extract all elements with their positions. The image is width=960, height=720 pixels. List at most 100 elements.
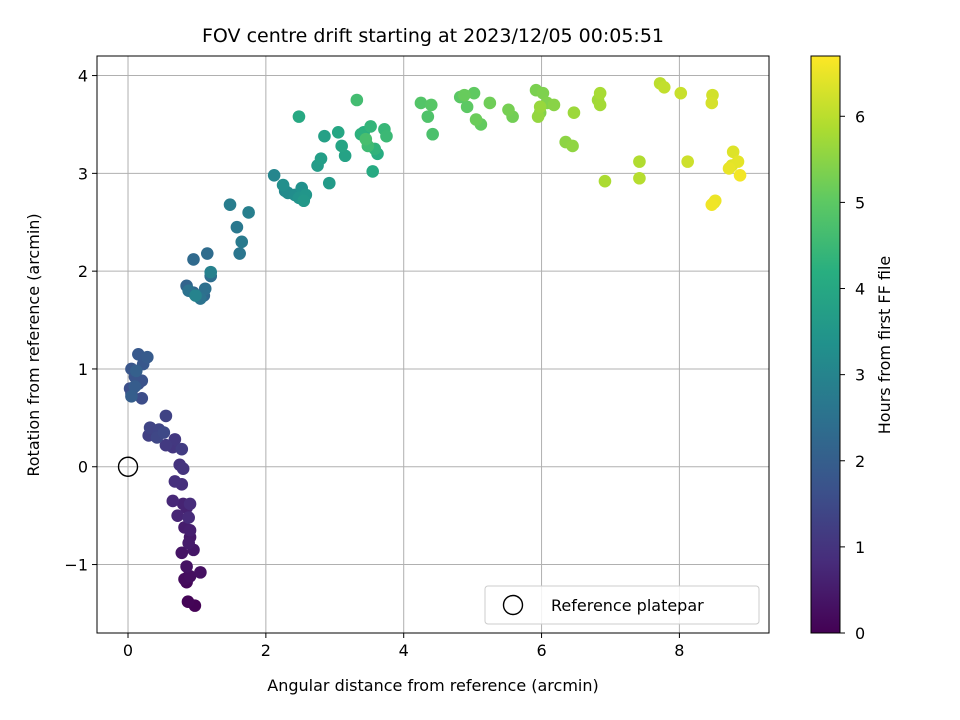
data-point: [380, 129, 393, 143]
data-point: [141, 350, 154, 364]
data-point: [633, 171, 646, 185]
colorbar-frame: [810, 55, 841, 634]
data-point: [194, 566, 207, 579]
data-point: [135, 391, 149, 405]
data-point: [314, 152, 328, 165]
y-tick-label-4: 3: [78, 164, 88, 183]
data-point: [128, 380, 142, 393]
x-tick-label-3: 6: [536, 641, 546, 660]
colorbar-tick-label-1: 1: [855, 538, 865, 557]
chart-title: FOV centre drift starting at 2023/12/05 …: [202, 25, 664, 47]
data-point: [267, 169, 281, 182]
data-point: [593, 86, 607, 100]
data-point: [424, 98, 438, 112]
data-point: [458, 88, 471, 102]
data-points: [123, 77, 747, 612]
data-point: [335, 139, 348, 153]
reference-point: [117, 456, 139, 477]
data-point: [125, 390, 138, 403]
data-point: [322, 176, 336, 190]
data-point: [276, 178, 290, 192]
data-point: [426, 127, 439, 141]
data-point: [533, 100, 547, 114]
data-point: [467, 86, 481, 100]
data-point: [292, 110, 306, 123]
data-point: [183, 569, 197, 583]
data-point: [182, 511, 195, 524]
data-point: [705, 96, 719, 110]
data-point: [157, 426, 171, 439]
data-point: [633, 155, 646, 168]
colorbar-tick-label-0: 0: [855, 624, 865, 643]
colorbar-tick-label-5: 5: [855, 193, 865, 212]
y-tick-label-0: −1: [64, 556, 88, 575]
data-point: [567, 106, 581, 120]
x-axis-label: Angular distance from reference (arcmin): [267, 676, 598, 695]
x-tick-label-1: 2: [261, 641, 271, 660]
data-point: [705, 198, 719, 211]
x-tick-label-0: 0: [123, 641, 133, 660]
data-point: [469, 113, 483, 126]
data-point: [168, 475, 182, 488]
y-axis-label: Rotation from reference (arcmin): [24, 213, 43, 476]
data-point: [189, 289, 202, 302]
x-axis-ticks: 0 2 4 6 8: [123, 633, 684, 660]
data-point: [421, 110, 435, 123]
data-point: [733, 169, 747, 182]
data-point: [297, 194, 311, 208]
colorbar-gradient: [811, 56, 840, 633]
data-point: [350, 93, 364, 107]
data-point: [204, 265, 218, 279]
data-point: [366, 165, 379, 178]
data-point: [181, 595, 195, 609]
colorbar-tick-label-4: 4: [855, 280, 865, 299]
colorbar-label: Hours from first FF file: [875, 256, 894, 435]
data-point: [547, 98, 561, 112]
plot-frame: [96, 55, 770, 634]
data-point: [187, 253, 200, 266]
data-point: [502, 103, 515, 117]
data-point: [593, 98, 607, 112]
reference-marker: [117, 456, 139, 477]
data-point: [233, 247, 246, 260]
data-point: [331, 125, 345, 139]
data-point: [230, 220, 244, 234]
y-axis-ticks: −1 0 1 2 3 4: [64, 67, 97, 575]
data-point: [159, 409, 173, 423]
data-point: [674, 86, 688, 100]
data-point: [175, 442, 189, 456]
legend: Reference platepar: [484, 585, 760, 625]
data-point: [242, 206, 255, 219]
legend-box: [484, 585, 760, 625]
data-point: [129, 364, 143, 378]
data-point: [531, 110, 545, 123]
colorbar-ticks: 0 1 2 3 4 5 6: [840, 107, 865, 643]
x-tick-label-4: 8: [674, 641, 684, 660]
data-point: [180, 560, 193, 573]
legend-marker-icon: [502, 594, 524, 616]
data-point: [483, 96, 497, 110]
y-tick-label-3: 2: [78, 262, 88, 281]
data-point: [168, 433, 182, 446]
data-point: [175, 546, 189, 560]
colorbar: 0 1 2 3 4 5 6 Hours from first FF file: [810, 55, 894, 643]
data-point: [338, 149, 352, 163]
data-point: [176, 462, 190, 476]
data-point: [726, 145, 740, 159]
data-point: [598, 174, 612, 188]
data-point: [223, 198, 237, 211]
data-point: [414, 96, 428, 110]
data-point: [681, 155, 694, 168]
data-point: [159, 438, 173, 452]
legend-entry-reference: Reference platepar: [551, 596, 704, 615]
data-point: [318, 129, 331, 143]
colorbar-tick-label-2: 2: [855, 452, 865, 471]
y-tick-label-5: 4: [78, 67, 88, 86]
data-point: [731, 155, 745, 168]
data-point: [566, 139, 579, 153]
data-point: [183, 497, 197, 511]
data-point: [235, 235, 249, 249]
data-point: [536, 86, 550, 100]
data-point: [200, 247, 214, 260]
x-tick-label-2: 4: [399, 641, 409, 660]
